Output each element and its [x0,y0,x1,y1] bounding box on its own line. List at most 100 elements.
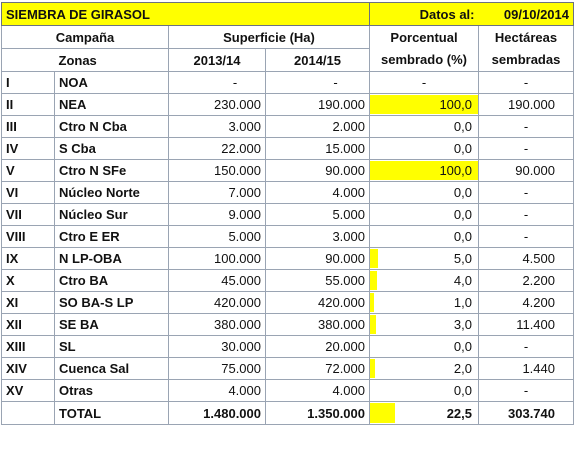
zone-number: XII [1,313,55,336]
hectareas-header-line2: sembradas [478,48,574,72]
hectares-sown: - [478,225,574,248]
percent-cell: 0,0 [369,115,479,138]
year-2014-header: 2014/15 [265,48,370,72]
zone-name: Ctro N Cba [54,115,169,138]
percent-value: - [421,75,427,90]
area-2013-14: 100.000 [168,247,266,270]
percent-value: 5,0 [453,251,472,266]
porcentual-header-line1: Porcentual [369,25,479,49]
zone-name: Núcleo Sur [54,203,169,226]
table-row: XV Otras 4.000 4.000 0,0- [1,379,574,402]
percent-cell: 4,0 [369,269,479,292]
hectares-sown: 2.200 [478,269,574,292]
zone-number: V [1,159,55,182]
area-2014-15: 55.000 [265,269,370,292]
total-2014-15: 1.350.000 [265,401,370,425]
zone-number: II [1,93,55,116]
hectares-sown: - [478,181,574,204]
table-row: V Ctro N SFe 150.000 90.000 100,0 90.000 [1,159,574,182]
percent-data-bar [370,271,378,290]
area-2013-14: 22.000 [168,137,266,160]
area-2014-15: 72.000 [265,357,370,380]
area-2013-14: 380.000 [168,313,266,336]
percent-data-bar [370,95,478,114]
area-2013-14: 3.000 [168,115,266,138]
area-2013-14: 150.000 [168,159,266,182]
zone-name: Ctro E ER [54,225,169,248]
total-label: TOTAL [54,401,169,425]
zone-name: NOA [54,71,169,94]
zone-number: IX [1,247,55,270]
area-2014-15: - [265,71,370,94]
percent-value: 4,0 [453,273,472,288]
table-row: IV S Cba 22.000 15.000 0,0- [1,137,574,160]
area-2014-15: 380.000 [265,313,370,336]
percent-cell: 0,0 [369,379,479,402]
superficie-header: Superficie (Ha) [168,25,370,49]
blank-header [1,48,55,72]
area-2013-14: 9.000 [168,203,266,226]
hectares-sown: - [478,115,574,138]
area-2014-15: 420.000 [265,291,370,314]
hectares-sown: 90.000 [478,159,574,182]
percent-value: 100,0 [439,97,472,112]
percent-data-bar [370,403,396,423]
area-2013-14: 230.000 [168,93,266,116]
area-2014-15: 4.000 [265,379,370,402]
total-2013-14: 1.480.000 [168,401,266,425]
percent-value: 0,0 [453,185,472,200]
porcentual-header-line2: sembrado (%) [369,48,479,72]
area-2014-15: 90.000 [265,159,370,182]
hectareas-header-line1: Hectáreas [478,25,574,49]
hectares-sown: - [478,335,574,358]
total-hectares: 303.740 [478,401,574,425]
date-value: 09/10/2014 [478,2,574,26]
percent-value: 1,0 [453,295,472,310]
percent-cell: 0,0 [369,335,479,358]
area-2014-15: 3.000 [265,225,370,248]
zone-number: VIII [1,225,55,248]
zone-name: N LP-OBA [54,247,169,270]
zone-number: III [1,115,55,138]
percent-cell: 0,0 [369,203,479,226]
area-2013-14: - [168,71,266,94]
table-row: VII Núcleo Sur 9.000 5.000 0,0- [1,203,574,226]
zone-number: VI [1,181,55,204]
percent-value: 0,0 [453,383,472,398]
zone-number: XIV [1,357,55,380]
area-2013-14: 30.000 [168,335,266,358]
hectares-sown: 190.000 [478,93,574,116]
zone-name: Cuenca Sal [54,357,169,380]
table-row: XII SE BA 380.000 380.000 3,0 11.400 [1,313,574,336]
percent-value: 2,0 [453,361,472,376]
percent-cell: 100,0 [369,93,479,116]
area-2014-15: 90.000 [265,247,370,270]
total-blank [1,401,55,425]
table-row: X Ctro BA 45.000 55.000 4,0 2.200 [1,269,574,292]
percent-cell: 22,5 [369,401,479,425]
table-row: II NEA 230.000 190.000 100,0 190.000 [1,93,574,116]
area-2013-14: 5.000 [168,225,266,248]
percent-value: 3,0 [453,317,472,332]
zone-name: SE BA [54,313,169,336]
table-row: XI SO BA-S LP 420.000 420.000 1,0 4.200 [1,291,574,314]
percent-data-bar [370,293,375,312]
hectares-sown: - [478,137,574,160]
sunflower-sowing-table: SIEMBRA DE GIRASOL Datos al: 09/10/2014 … [1,2,574,425]
percent-cell: 2,0 [369,357,479,380]
hectares-sown: 11.400 [478,313,574,336]
percent-cell: 0,0 [369,137,479,160]
area-2013-14: 4.000 [168,379,266,402]
zone-number: XV [1,379,55,402]
percent-cell: 100,0 [369,159,479,182]
zone-name: SO BA-S LP [54,291,169,314]
percent-value: 100,0 [439,163,472,178]
zone-name: Núcleo Norte [54,181,169,204]
zone-number: XI [1,291,55,314]
hectares-sown: - [478,203,574,226]
table-row: I NOA - - - - [1,71,574,94]
area-2014-15: 5.000 [265,203,370,226]
percent-cell: 5,0 [369,247,479,270]
zone-name: NEA [54,93,169,116]
